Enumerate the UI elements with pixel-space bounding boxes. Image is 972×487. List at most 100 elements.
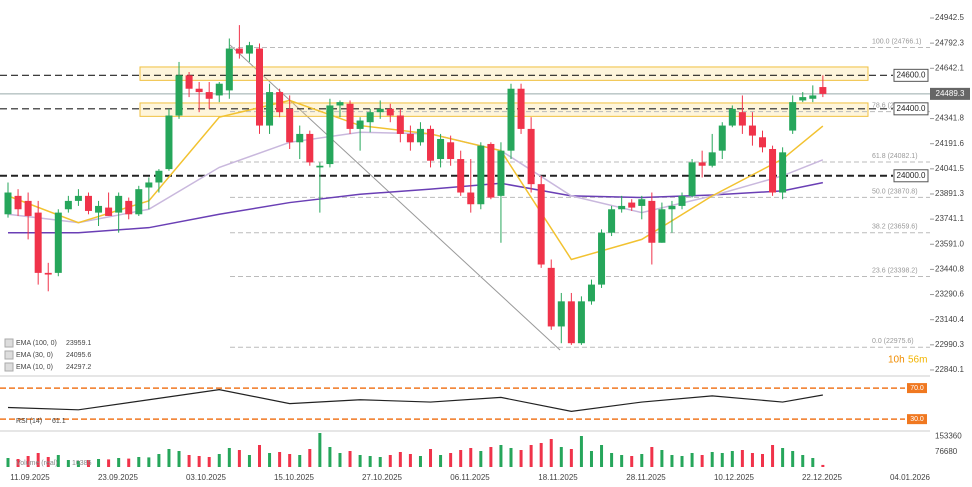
volume-bar <box>630 456 634 467</box>
volume-bar <box>449 453 453 467</box>
volume-bar <box>388 455 392 467</box>
volume-bar <box>579 436 583 467</box>
candle-body <box>427 128 435 161</box>
legend-icon <box>4 338 14 348</box>
candle-body <box>326 105 334 165</box>
candle-body <box>286 108 294 143</box>
level-badge <box>893 68 929 82</box>
zone <box>139 66 869 81</box>
volume-bar <box>559 447 563 467</box>
volume-bar <box>197 456 201 467</box>
candle-body <box>155 170 163 183</box>
volume-bar <box>358 455 362 467</box>
countdown-hours: 10h <box>888 355 905 366</box>
volume-bar <box>278 452 282 467</box>
legend-name: EMA (100, 0) <box>16 340 57 347</box>
candle-body <box>416 128 424 143</box>
legend-value: 24095.6 <box>66 352 91 359</box>
volume-bar <box>308 449 312 467</box>
candle-body <box>336 102 344 106</box>
volume-bar <box>459 450 463 467</box>
candle-body <box>346 103 354 129</box>
candle-body <box>457 159 465 193</box>
candle-body <box>356 120 364 129</box>
volume-bar <box>237 450 241 467</box>
candle-body <box>789 102 797 131</box>
candle-body <box>235 48 243 54</box>
x-tick-label: 04.01.2026 <box>890 473 931 482</box>
y-tick-label: 24341.8 <box>935 114 964 123</box>
y-tick-label: 23140.4 <box>935 315 964 324</box>
level-label: 24600.0 <box>897 70 926 79</box>
candle-body <box>517 88 525 129</box>
volume-bar <box>137 457 141 467</box>
candle-body <box>386 108 394 116</box>
candle-body <box>276 92 284 113</box>
candle-body <box>165 115 173 170</box>
candle-body <box>467 192 475 205</box>
volume-bar <box>147 457 151 467</box>
candle-body <box>618 205 626 210</box>
volume-bar <box>569 449 573 467</box>
candle-body <box>527 128 535 185</box>
volume-bar <box>207 457 211 467</box>
candle-body <box>688 162 696 196</box>
volume-bar <box>217 454 221 467</box>
y-tick-label: 23290.6 <box>935 290 964 299</box>
x-tick-label: 15.10.2025 <box>274 473 315 482</box>
candle-body <box>185 75 193 89</box>
volume-bar <box>418 456 422 467</box>
candle-body <box>698 162 706 166</box>
candle-body <box>628 202 636 208</box>
level-badge <box>893 102 929 116</box>
rsi-name: RSI (14) <box>16 418 42 425</box>
fib-label: 61.8 (24082.1) <box>872 153 918 160</box>
volume-bar <box>730 451 734 467</box>
volume-bar <box>348 451 352 467</box>
candle-body <box>316 165 324 168</box>
candle-body <box>447 142 455 160</box>
volume-bar <box>791 451 795 467</box>
volume-bar <box>650 447 654 467</box>
fib-label: 38.2 (23659.6) <box>872 224 918 231</box>
candle-body <box>135 189 143 215</box>
candle-body <box>507 88 515 151</box>
candle-body <box>225 48 233 91</box>
volume-bar <box>610 453 614 467</box>
candle-body <box>44 272 52 275</box>
candle-body <box>557 301 565 327</box>
candle-body <box>74 195 82 201</box>
y-tick-label: 22990.3 <box>935 340 964 349</box>
candle-body <box>366 112 374 123</box>
volume-bar <box>56 455 60 467</box>
volume-bar <box>549 439 553 467</box>
candle-body <box>759 137 766 148</box>
candle-body <box>376 108 384 113</box>
y-tick-label: 23591.0 <box>935 239 964 248</box>
candle-body <box>668 205 676 210</box>
candle-body <box>779 152 787 193</box>
level-badge <box>893 169 929 183</box>
candle-body <box>547 267 555 327</box>
volume-value: 10385 <box>72 460 92 467</box>
candle-body <box>145 182 153 188</box>
candle-body <box>14 195 22 210</box>
rsi-tick-label: 70.0 <box>910 385 924 392</box>
volume-bar <box>600 445 604 467</box>
candle-body <box>678 195 686 206</box>
candle-body <box>95 205 103 213</box>
volume-bar <box>107 459 111 467</box>
x-tick-label: 03.10.2025 <box>186 473 227 482</box>
volume-bar <box>710 452 714 467</box>
volume-bar <box>660 450 664 467</box>
rsi-tick-label: 30.0 <box>910 416 924 423</box>
candle-body <box>125 200 133 215</box>
volume-bar <box>338 453 342 467</box>
volume-bar <box>328 447 332 467</box>
countdown-minutes: 56m <box>908 355 927 366</box>
candle-body <box>608 209 616 233</box>
volume-bar <box>117 458 121 467</box>
volume-bar <box>6 458 10 467</box>
volume-bar <box>539 443 543 467</box>
last-price-badge <box>930 87 970 100</box>
